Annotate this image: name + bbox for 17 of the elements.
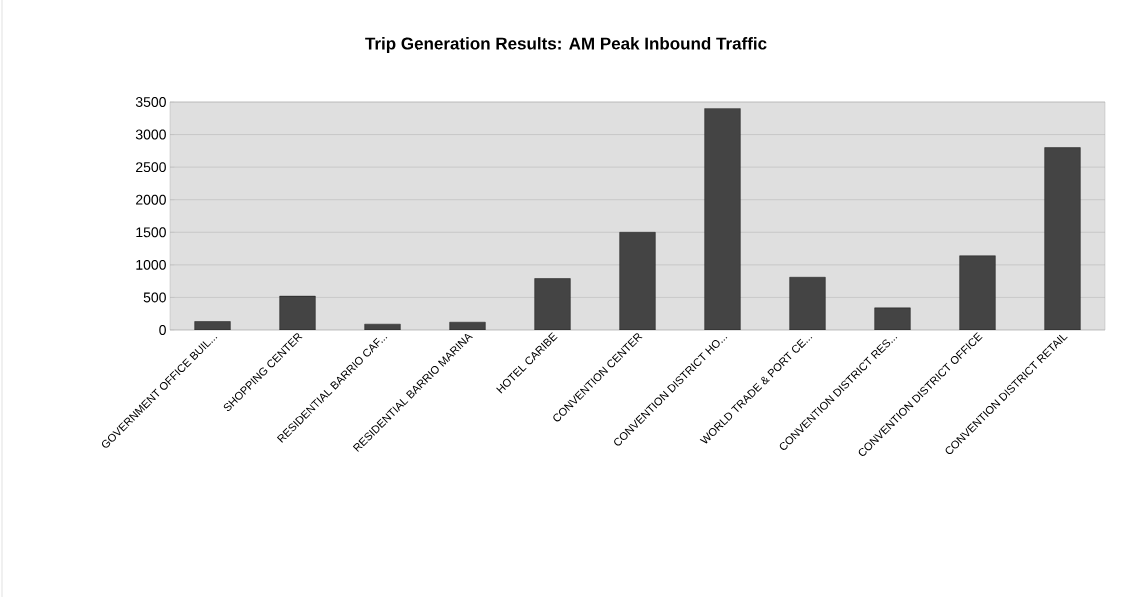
- y-tick-label: 1500: [136, 227, 166, 238]
- y-tick-label: 0: [159, 325, 166, 335]
- y-tick-label: 500: [143, 292, 166, 303]
- y-tick-label: 2000: [136, 194, 166, 205]
- bar: [959, 255, 996, 330]
- bar: [619, 232, 656, 330]
- y-tick-label: 3500: [135, 97, 166, 107]
- y-tick-label: 3000: [135, 129, 166, 140]
- y-tick-label: 1000: [136, 259, 166, 270]
- chart-title: Trip Generation Results: AM Peak Inbound Traffic: [365, 37, 767, 53]
- bar: [1044, 147, 1081, 330]
- bar: [704, 108, 741, 330]
- bar: [874, 307, 911, 330]
- bar: [279, 295, 316, 330]
- y-tick-label: 2500: [136, 162, 166, 173]
- bar: [789, 277, 826, 330]
- bar: [534, 278, 571, 330]
